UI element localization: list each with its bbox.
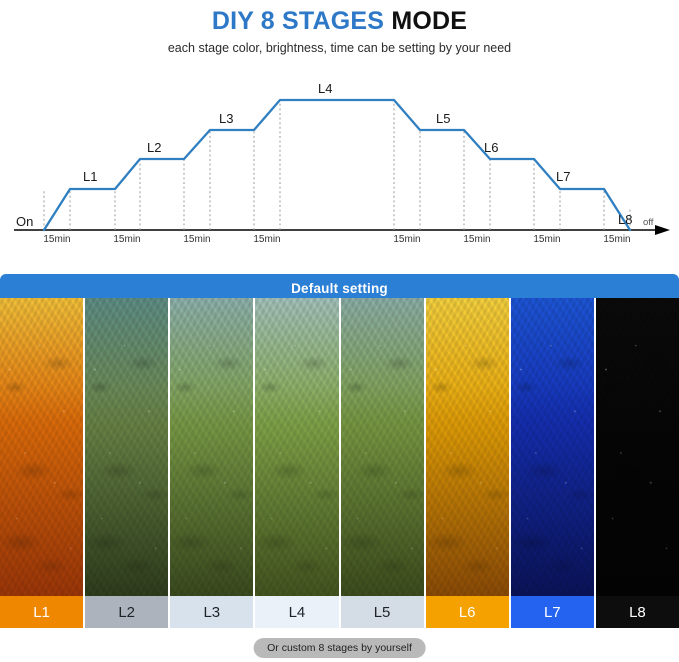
stage-chip-l4[interactable]: L4 [255,596,341,628]
aquarium-scene [170,298,254,596]
stage-preview-l3 [170,298,256,596]
stage-chip-l1[interactable]: L1 [0,596,86,628]
stage-chip-label: L7 [543,603,561,621]
aquarium-scene [85,298,169,596]
chart-point-label-l3: L3 [219,111,234,126]
stage-chip-label: L1 [33,603,50,621]
page-header: DIY 8 STAGES MODE each stage color, brig… [0,0,679,56]
stage-chip-label: L2 [118,603,136,621]
aquarium-scene [340,298,424,596]
stages-timeline-chart: On L1 L2 L3 L4 L5 L6 L7 L8 off 15min 15m… [0,62,679,267]
stage-chip-label: L6 [458,603,476,621]
default-setting-label: Default setting [291,280,388,296]
chart-off-label: off [643,217,654,228]
stage-chip-label: L3 [203,603,221,621]
stage-chip-label: L8 [629,603,646,621]
stage-chip-l8[interactable]: L8 [595,596,679,628]
chart-xtick-5: 15min [393,234,421,245]
stage-chip-label: L5 [373,603,391,621]
stage-label-row: L1 L2 L3 L4 L5 L6 L7 L8 [0,596,679,628]
stage-preview-l2 [85,298,171,596]
chart-point-label-l6: L6 [484,140,499,155]
chart-xtick-1: 15min [43,234,71,245]
stage-chip-l5[interactable]: L5 [340,596,426,628]
chart-point-label-l7: L7 [556,169,571,184]
stage-chip-label: L4 [288,603,306,621]
page-subtitle: each stage color, brightness, time can b… [167,41,512,55]
custom-stages-note: Or custom 8 stages by yourself [253,638,426,658]
aquarium-scene [425,298,509,596]
stage-chip-l6[interactable]: L6 [425,596,511,628]
stage-chip-l2[interactable]: L2 [85,596,171,628]
aquarium-scene [595,298,679,596]
chart-xtick-4: 15min [253,234,281,245]
page-title-highlight: DIY 8 STAGES [211,7,385,35]
chart-xtick-7: 15min [533,234,561,245]
chart-xtick-3: 15min [183,234,211,245]
chart-guide-lines [43,100,631,230]
default-setting-bar: Default setting [0,274,679,302]
chart-point-label-l5: L5 [436,111,451,126]
stage-preview-l4 [255,298,341,596]
aquarium-scene [255,298,339,596]
chart-brightness-curve [42,98,632,232]
chart-point-label-l4: L4 [318,81,333,96]
chart-point-label-l1: L1 [83,169,98,184]
chart-point-label-l2: L2 [147,140,162,155]
stage-preview-l7 [510,298,596,596]
page-title: DIY 8 STAGES MODE [0,6,679,36]
stage-chip-l7[interactable]: L7 [510,596,596,628]
stage-preview-l1 [0,298,86,596]
chart-xtick-8: 15min [603,234,631,245]
page-title-rest: MODE [391,7,468,35]
stage-chip-l3[interactable]: L3 [170,596,256,628]
chart-on-label: On [16,214,34,229]
chart-canvas [14,98,670,235]
aquarium-scene [0,298,84,596]
chart-xtick-2: 15min [113,234,141,245]
stage-preview-l8 [595,298,679,596]
chart-axis-arrow-icon [655,225,670,235]
chart-xtick-6: 15min [463,234,491,245]
stage-preview-l6 [425,298,511,596]
stage-preview-strip [0,298,679,596]
stage-preview-l5 [340,298,426,596]
chart-point-label-l8: L8 [618,212,633,227]
aquarium-scene [510,298,594,596]
